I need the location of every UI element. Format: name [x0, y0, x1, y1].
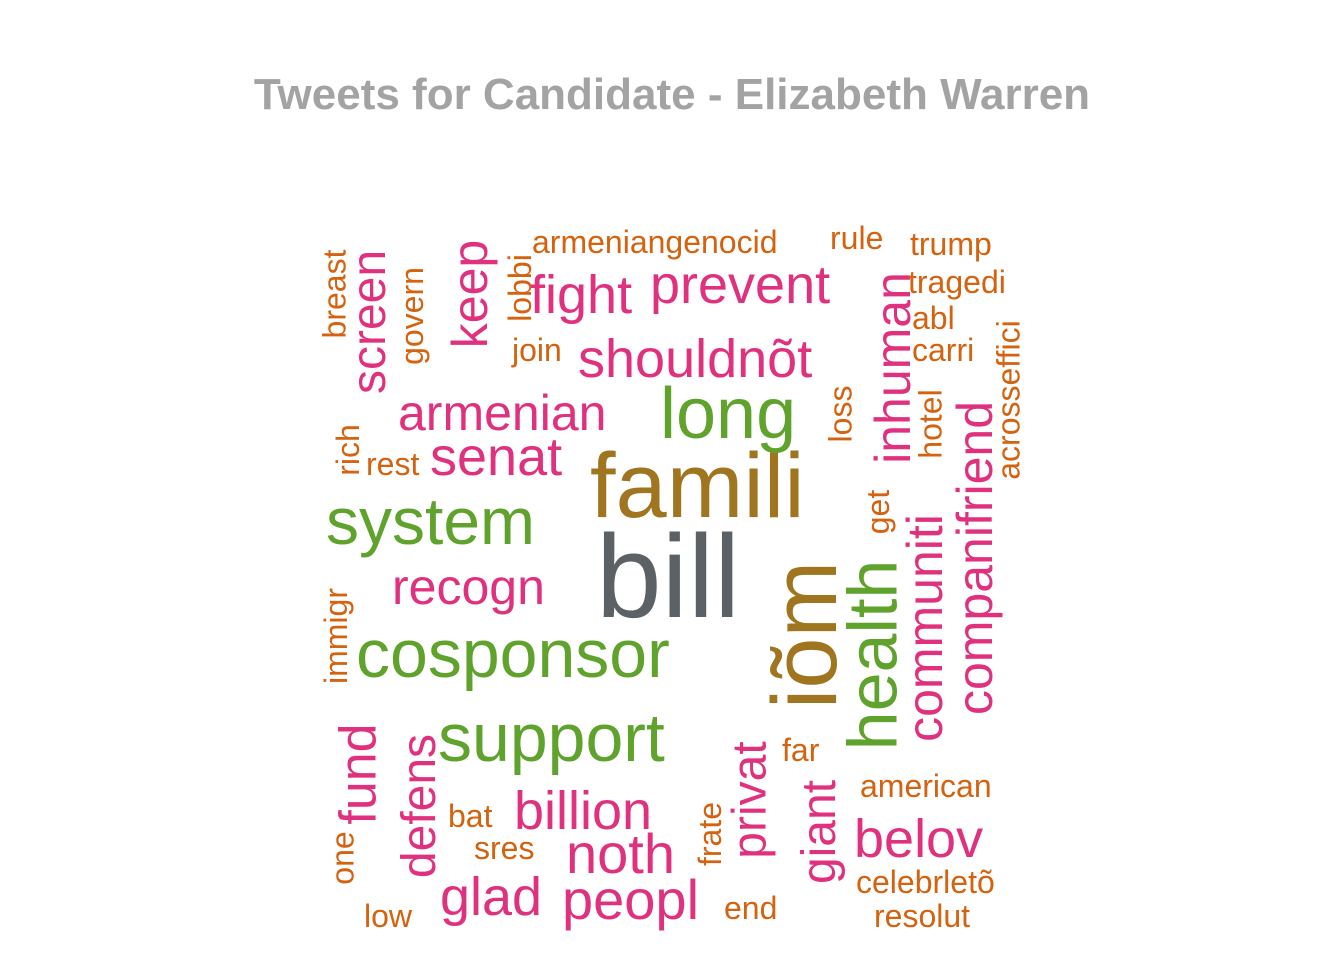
- word-american: american: [860, 768, 992, 804]
- word-rest: rest: [366, 446, 420, 482]
- word-screen: screen: [343, 249, 397, 395]
- word-billion: billion: [514, 781, 653, 841]
- word-fund: fund: [329, 723, 388, 825]
- word-abl: abl: [912, 300, 955, 336]
- word-belov: belov: [854, 809, 984, 869]
- word-inhuman: inhuman: [864, 272, 921, 464]
- word-far: far: [782, 732, 820, 768]
- word-armeniangenocid: armeniangenocid: [532, 224, 778, 260]
- word-peopl: peopl: [562, 868, 700, 931]
- word-sres: sres: [474, 830, 535, 866]
- word-noth: noth: [566, 822, 675, 885]
- word-giant: giant: [793, 779, 847, 885]
- word-prevent: prevent: [650, 255, 831, 315]
- word-hotel: hotel: [912, 389, 949, 459]
- word-shouldnõt: shouldnõt: [578, 329, 813, 389]
- word-lobbi: lobbi: [501, 254, 538, 322]
- word-rule: rule: [830, 220, 884, 256]
- word-end: end: [724, 890, 778, 926]
- word-defens: defens: [393, 733, 447, 879]
- word-celebrletõ: celebrletõ: [856, 864, 995, 900]
- word-bat: bat: [448, 798, 493, 834]
- word-immigr: immigr: [317, 588, 354, 684]
- word-resolut: resolut: [874, 898, 971, 934]
- word-trump: trump: [910, 226, 992, 262]
- word-support: support: [438, 700, 665, 776]
- word-rich: rich: [329, 424, 366, 476]
- word-famili: famili: [590, 435, 805, 537]
- word-long: long: [660, 374, 797, 454]
- word-fight: fight: [530, 265, 633, 325]
- word-cosponsor: cosponsor: [356, 616, 670, 692]
- word-glad: glad: [440, 867, 543, 927]
- word-low: low: [364, 898, 413, 934]
- word-communiti: communiti: [896, 514, 953, 742]
- word-breast: breast: [315, 249, 352, 339]
- word-one: one: [324, 831, 361, 885]
- word-privat: privat: [723, 741, 777, 859]
- word-acrosseffici: acrosseffici: [990, 320, 1027, 480]
- word-armenian: armenian: [398, 385, 607, 441]
- word-loss: loss: [821, 385, 858, 443]
- word-system: system: [326, 484, 536, 558]
- chart-title: Tweets for Candidate - Elizabeth Warren: [253, 70, 1091, 119]
- word-bill: bill: [596, 511, 741, 643]
- word-carri: carri: [912, 332, 975, 368]
- word-recogn: recogn: [392, 559, 545, 615]
- word-tragedi: tragedi: [908, 264, 1006, 300]
- word-senat: senat: [430, 427, 563, 487]
- word-get: get: [860, 489, 897, 535]
- word-join: join: [512, 332, 562, 368]
- word-govern: govern: [393, 267, 430, 365]
- word-keep: keep: [442, 239, 499, 349]
- word-frate: frate: [692, 801, 729, 867]
